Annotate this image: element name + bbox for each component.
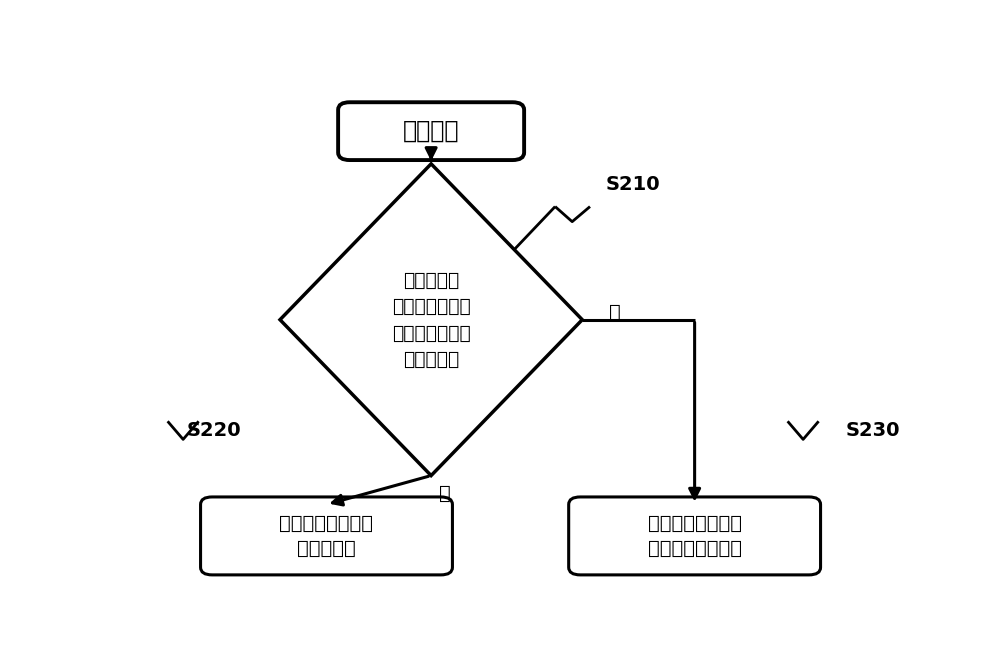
Polygon shape <box>280 164 582 475</box>
FancyBboxPatch shape <box>201 497 452 575</box>
Text: 为该连接需求分配
至少两个传输信道: 为该连接需求分配 至少两个传输信道 <box>648 514 742 558</box>
Text: 为该连接需求分配
该传输信道: 为该连接需求分配 该传输信道 <box>280 514 374 558</box>
Text: S230: S230 <box>846 421 900 440</box>
Text: S210: S210 <box>606 175 660 194</box>
Text: S220: S220 <box>187 421 242 440</box>
Text: 否: 否 <box>609 303 621 322</box>
Text: 是: 是 <box>439 484 451 503</box>
FancyBboxPatch shape <box>569 497 821 575</box>
Text: 连接需求: 连接需求 <box>403 119 459 143</box>
FancyBboxPatch shape <box>338 103 524 160</box>
Text: 存在连续空
闲谱片数大于所
需谱片数的备选
传输信道？: 存在连续空 闲谱片数大于所 需谱片数的备选 传输信道？ <box>392 270 471 369</box>
